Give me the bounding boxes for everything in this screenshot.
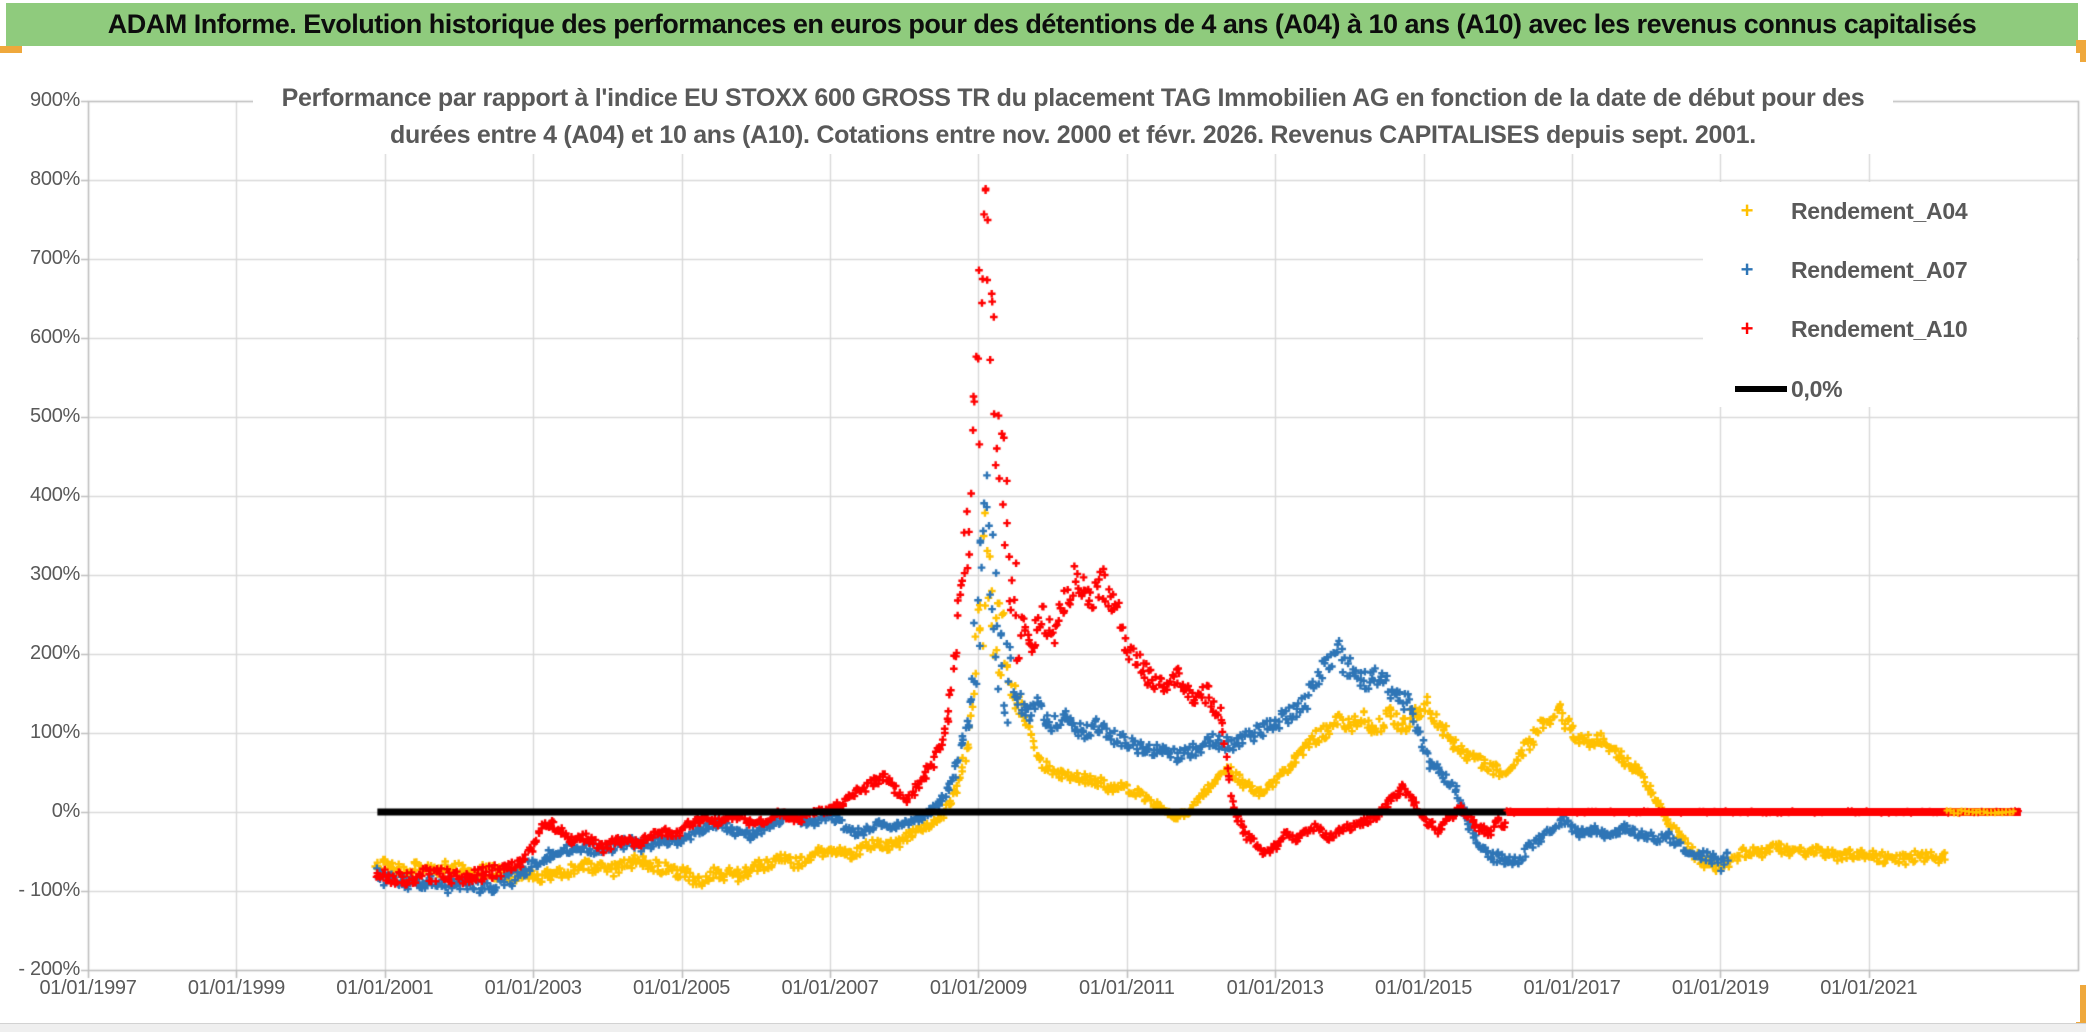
legend-item-zero-line: 0,0% bbox=[1703, 372, 2077, 406]
y-axis-tick-label: - 200% bbox=[18, 958, 80, 980]
legend-label: Rendement_A04 bbox=[1791, 197, 1968, 224]
legend-item-rendement-a10: + Rendement_A10 bbox=[1703, 312, 2077, 346]
x-axis-tick-label: 01/01/1997 bbox=[39, 977, 137, 999]
x-axis-tick-label: 01/01/2015 bbox=[1375, 977, 1473, 999]
legend-label: Rendement_A07 bbox=[1791, 256, 1968, 283]
legend-item-rendement-a07: + Rendement_A07 bbox=[1703, 253, 2077, 287]
chart-title: Performance par rapport à l'indice EU ST… bbox=[253, 80, 1893, 154]
legend-label: 0,0% bbox=[1791, 375, 1843, 402]
x-axis-tick-label: 01/01/2011 bbox=[1078, 977, 1175, 999]
y-axis-tick-label: 500% bbox=[30, 405, 80, 427]
y-axis-tick-label: 400% bbox=[30, 484, 80, 506]
y-axis-tick-label: 0% bbox=[51, 800, 81, 822]
y-axis-tick-label: 900% bbox=[30, 89, 80, 111]
y-axis-tick-label: 100% bbox=[30, 721, 80, 743]
legend-label: Rendement_A10 bbox=[1791, 315, 1968, 342]
x-axis-tick-label: 01/01/2007 bbox=[781, 977, 879, 999]
legend-item-rendement-a04: + Rendement_A04 bbox=[1703, 194, 2077, 228]
plus-marker-icon: + bbox=[1740, 316, 1754, 341]
x-axis-tick-label: 01/01/2013 bbox=[1226, 977, 1324, 999]
x-axis-tick-label: 01/01/1999 bbox=[187, 977, 285, 999]
x-axis-tick-label: 01/01/2001 bbox=[336, 977, 434, 999]
y-axis-tick-label: 600% bbox=[30, 326, 80, 348]
y-axis-tick-label: 700% bbox=[30, 247, 80, 269]
y-axis-tick-label: 800% bbox=[30, 168, 80, 190]
chart-legend: + Rendement_A04 + Rendement_A07 + Rendem… bbox=[1703, 182, 2077, 407]
y-axis-tick-label: 300% bbox=[30, 563, 80, 585]
x-axis-tick-label: 01/01/2003 bbox=[484, 977, 582, 999]
x-axis-tick-label: 01/01/2021 bbox=[1820, 977, 1918, 999]
y-axis-tick-label: 200% bbox=[30, 642, 80, 664]
x-axis-tick-label: 01/01/2009 bbox=[929, 977, 1027, 999]
x-axis-tick-label: 01/01/2019 bbox=[1671, 977, 1769, 999]
plus-marker-icon: + bbox=[1740, 257, 1754, 282]
line-marker-icon bbox=[1703, 386, 1791, 392]
x-axis-tick-label: 01/01/2005 bbox=[633, 977, 731, 999]
y-axis-tick-label: - 100% bbox=[18, 879, 80, 901]
x-axis-tick-label: 01/01/2017 bbox=[1523, 977, 1621, 999]
plus-marker-icon: + bbox=[1740, 198, 1754, 223]
